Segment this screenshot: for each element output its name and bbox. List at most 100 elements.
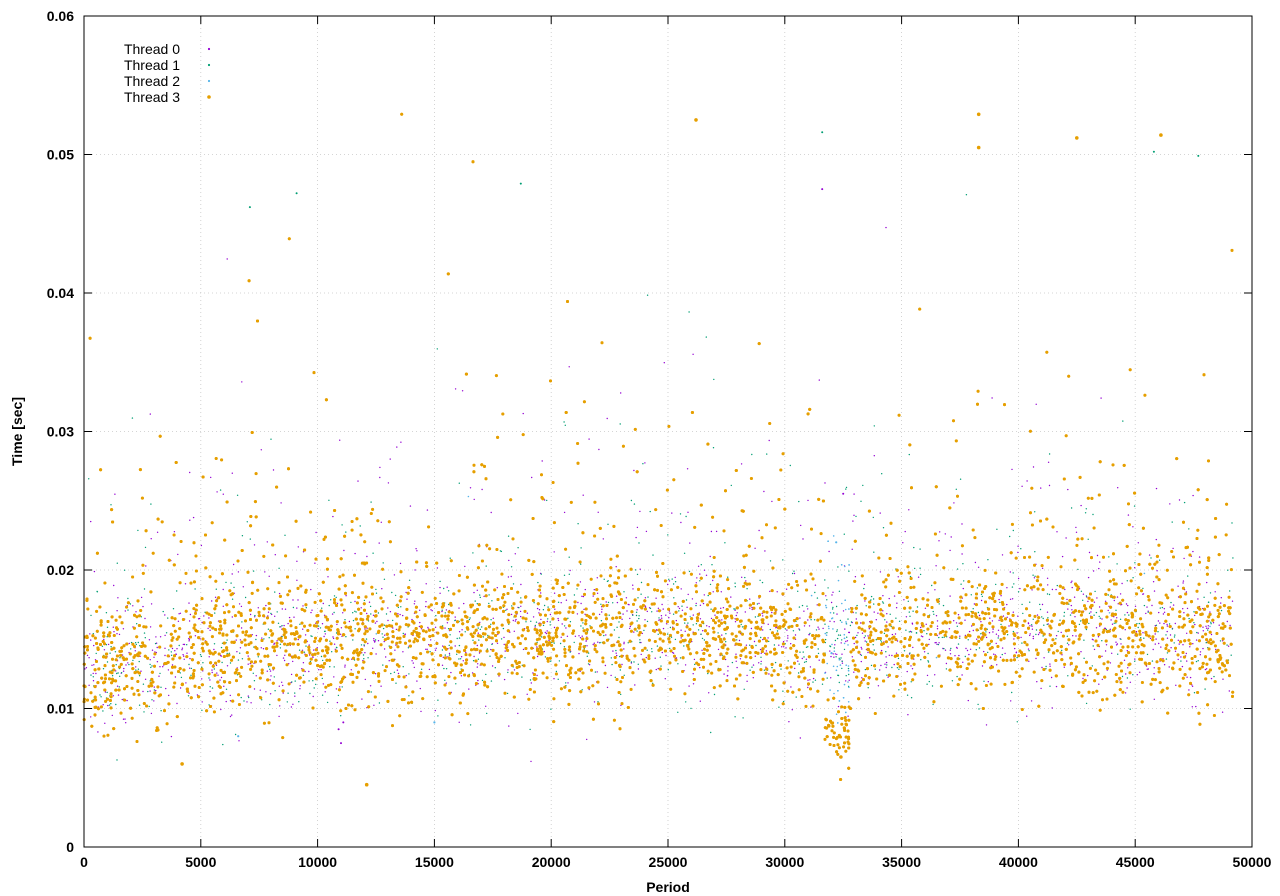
data-point bbox=[1098, 683, 1100, 685]
data-point bbox=[988, 632, 991, 634]
data-point bbox=[762, 615, 764, 617]
data-point bbox=[1192, 643, 1194, 645]
data-point bbox=[182, 654, 184, 656]
data-point bbox=[949, 595, 951, 597]
data-point bbox=[1210, 677, 1213, 680]
data-point bbox=[149, 626, 152, 628]
data-point bbox=[290, 673, 293, 676]
data-point bbox=[734, 608, 736, 610]
data-point bbox=[449, 634, 451, 636]
data-point bbox=[382, 562, 384, 564]
data-point bbox=[469, 617, 471, 619]
data-point bbox=[331, 651, 333, 653]
data-point bbox=[926, 683, 928, 685]
data-point bbox=[924, 607, 927, 609]
data-point bbox=[1145, 665, 1148, 667]
data-point bbox=[336, 602, 339, 605]
data-point bbox=[442, 656, 444, 658]
data-point bbox=[649, 510, 651, 513]
data-point bbox=[172, 608, 175, 610]
data-point bbox=[1073, 596, 1076, 598]
data-point bbox=[782, 690, 784, 692]
data-point bbox=[397, 613, 399, 615]
data-point bbox=[110, 646, 112, 648]
data-point bbox=[395, 644, 397, 646]
data-point bbox=[236, 674, 239, 676]
data-point bbox=[123, 569, 126, 571]
data-point bbox=[837, 674, 840, 677]
data-point bbox=[260, 449, 262, 451]
data-point bbox=[1008, 625, 1010, 627]
data-point bbox=[115, 664, 117, 666]
data-point bbox=[434, 626, 437, 628]
data-point bbox=[323, 630, 326, 633]
data-point bbox=[1126, 650, 1129, 652]
data-point bbox=[508, 725, 510, 727]
data-point bbox=[687, 511, 689, 513]
data-point bbox=[313, 687, 315, 689]
data-point bbox=[90, 639, 92, 641]
data-point bbox=[341, 635, 343, 637]
data-point bbox=[1142, 593, 1145, 595]
data-point bbox=[872, 598, 875, 600]
data-point bbox=[1009, 598, 1012, 600]
data-point bbox=[829, 620, 831, 622]
data-point bbox=[563, 625, 566, 627]
data-point bbox=[860, 646, 862, 649]
data-point bbox=[1127, 604, 1129, 607]
data-point bbox=[936, 620, 939, 622]
data-point bbox=[959, 637, 961, 639]
data-point bbox=[848, 631, 850, 634]
data-point bbox=[711, 564, 713, 566]
data-point bbox=[514, 620, 517, 622]
data-point bbox=[1006, 616, 1008, 618]
data-point bbox=[1205, 642, 1207, 644]
data-point bbox=[1218, 624, 1220, 626]
data-point bbox=[420, 668, 423, 670]
data-point bbox=[1078, 588, 1081, 590]
data-point bbox=[935, 656, 938, 659]
data-point bbox=[945, 668, 948, 670]
data-point bbox=[839, 619, 842, 622]
data-point bbox=[1169, 634, 1172, 636]
data-point bbox=[672, 652, 675, 654]
data-point bbox=[646, 294, 649, 296]
data-point bbox=[189, 657, 191, 660]
data-point bbox=[936, 643, 938, 645]
data-point bbox=[270, 438, 272, 440]
data-point bbox=[267, 615, 269, 617]
data-point bbox=[181, 647, 184, 649]
data-point bbox=[215, 664, 218, 666]
data-point bbox=[699, 580, 701, 582]
data-point bbox=[684, 630, 686, 632]
data-point bbox=[458, 721, 460, 723]
data-point bbox=[689, 615, 691, 618]
data-point bbox=[968, 630, 971, 633]
data-point bbox=[402, 651, 404, 653]
data-point bbox=[333, 676, 335, 678]
data-point bbox=[135, 611, 137, 613]
data-point bbox=[587, 663, 590, 665]
data-point bbox=[517, 547, 519, 549]
data-point bbox=[1011, 586, 1014, 588]
data-point bbox=[845, 488, 847, 490]
data-point bbox=[812, 677, 815, 680]
data-point bbox=[88, 478, 90, 480]
data-point bbox=[512, 583, 515, 585]
data-point bbox=[902, 542, 904, 544]
data-point bbox=[200, 655, 203, 658]
data-point bbox=[593, 589, 595, 591]
data-point bbox=[281, 635, 283, 638]
data-point bbox=[587, 652, 590, 654]
data-point bbox=[255, 638, 257, 641]
data-point bbox=[335, 596, 337, 599]
data-point bbox=[455, 683, 457, 685]
data-point bbox=[809, 632, 811, 635]
data-point bbox=[882, 527, 885, 529]
data-point bbox=[667, 534, 669, 536]
data-point bbox=[297, 638, 299, 641]
data-point bbox=[785, 588, 788, 590]
data-point bbox=[1117, 487, 1119, 489]
data-point bbox=[239, 639, 242, 641]
data-point bbox=[439, 580, 441, 583]
